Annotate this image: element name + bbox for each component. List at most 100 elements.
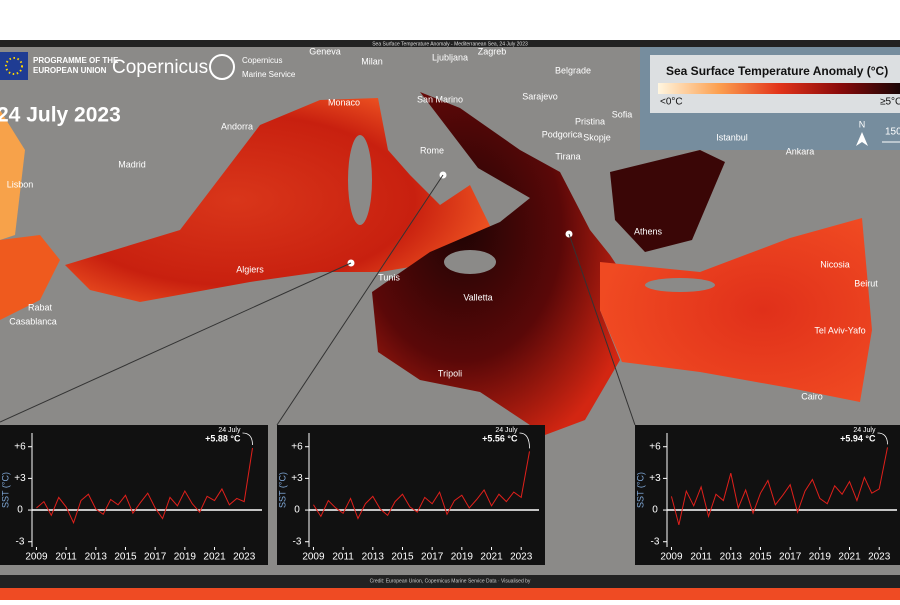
city-label: Tirana: [555, 151, 580, 161]
bottom-strip: [0, 588, 900, 600]
x-tick-label: 2013: [362, 552, 385, 563]
sea-east: [600, 218, 872, 402]
legend-title: Sea Surface Temperature Anomaly (°C): [666, 64, 888, 78]
legend-min: <0°C: [660, 97, 683, 108]
city-label: Sarajevo: [522, 91, 558, 101]
y-tick-label: +3: [291, 473, 303, 484]
top-title: Sea Surface Temperature Anomaly - Medite…: [372, 41, 528, 47]
sst-line: [36, 447, 253, 525]
credit: Credit: European Union, Copernicus Marin…: [370, 578, 531, 584]
annotation-date: 24 July: [218, 427, 241, 434]
y-tick-label: +3: [14, 473, 26, 484]
cms-text: Marine Service: [242, 70, 296, 79]
connector: [276, 174, 444, 426]
city-label: Ljubljana: [432, 52, 468, 62]
y-axis-label: SST (°C): [277, 472, 287, 508]
legend-max: ≥5°C: [880, 97, 900, 108]
y-tick-label: 0: [652, 505, 658, 516]
y-tick-label: -3: [16, 536, 25, 547]
north-label: N: [859, 119, 866, 129]
city-label: Tel Aviv-Yafo: [814, 325, 865, 335]
inset-panel: [635, 425, 900, 565]
x-tick-label: 2021: [480, 552, 503, 563]
cms-logo: [209, 54, 235, 80]
x-tick-label: 2021: [203, 552, 226, 563]
scale-label: 150: [885, 127, 900, 138]
x-tick-label: 2017: [779, 552, 802, 563]
x-tick-label: 2017: [421, 552, 444, 563]
annotation-arrow: [519, 432, 530, 449]
connector: [0, 262, 352, 423]
atlantic: [0, 110, 25, 240]
annotation-date: 24 July: [853, 427, 876, 434]
city-label: Beirut: [854, 278, 878, 288]
island: [444, 250, 496, 274]
eu-text: PROGRAMME OF THE: [33, 56, 119, 65]
sea-central: [372, 92, 630, 435]
annotation-arrow: [877, 432, 888, 445]
city-label: Lisbon: [7, 179, 34, 189]
eu-flag: [0, 52, 28, 80]
title-bar: [0, 40, 900, 47]
x-tick-label: 2011: [690, 552, 712, 563]
city-label: Belgrade: [555, 65, 591, 75]
x-tick-label: 2019: [809, 552, 832, 563]
aegean: [610, 150, 725, 252]
annotation-arrow: [242, 432, 253, 445]
sst-line: [313, 451, 530, 520]
eu-text: EUROPEAN UNION: [33, 66, 107, 75]
city-label: Milan: [361, 56, 383, 66]
y-tick-label: +3: [649, 473, 661, 484]
connector: [568, 233, 636, 426]
y-tick-label: -3: [651, 536, 660, 547]
x-tick-label: 2023: [510, 552, 533, 563]
annotation-date: 24 July: [495, 427, 518, 434]
sst-line: [670, 447, 888, 525]
y-tick-label: +6: [649, 441, 661, 452]
annotation-value: +5.88 °C: [205, 433, 241, 443]
city-label: Sofia: [612, 109, 633, 119]
x-tick-label: 2009: [25, 552, 48, 563]
credit-bar: [0, 575, 900, 588]
atlantic: [0, 235, 60, 320]
north-arrow: [856, 132, 868, 146]
x-tick-label: 2017: [144, 552, 167, 563]
x-tick-label: 2011: [332, 552, 354, 563]
city-label: Casablanca: [9, 316, 57, 326]
copernicus-logo: Copernicus: [112, 57, 208, 78]
eu-stars: [5, 57, 23, 75]
city-label: Monaco: [328, 97, 360, 107]
city-label: Ankara: [786, 146, 815, 156]
city-label: Rome: [420, 145, 444, 155]
city-label: Athens: [634, 226, 663, 236]
city-label: Andorra: [221, 121, 253, 131]
island: [645, 278, 715, 292]
x-tick-label: 2013: [720, 552, 743, 563]
city-label: Nicosia: [820, 259, 850, 269]
x-tick-label: 2011: [55, 552, 77, 563]
y-axis-label: SST (°C): [0, 472, 10, 508]
y-tick-label: -3: [293, 536, 302, 547]
city-label: Pristina: [575, 116, 605, 126]
x-tick-label: 2021: [838, 552, 861, 563]
city-label: Rabat: [28, 302, 53, 312]
x-tick-label: 2023: [233, 552, 256, 563]
date: 24 July 2023: [0, 104, 121, 127]
x-tick-label: 2009: [302, 552, 325, 563]
sea-west: [65, 98, 492, 302]
x-tick-label: 2015: [114, 552, 137, 563]
x-tick-label: 2015: [391, 552, 414, 563]
map-labels: Geneva Milan Ljubljana Zagreb Belgrade Monaco…: [7, 46, 879, 401]
top-band: [0, 0, 900, 40]
city-label: Madrid: [118, 159, 146, 169]
annotation-value: +5.94 °C: [840, 433, 876, 443]
city-label: Istanbul: [716, 132, 748, 142]
x-tick-label: 2023: [868, 552, 891, 563]
city-label: Zagreb: [478, 46, 507, 56]
x-tick-label: 2019: [451, 552, 474, 563]
annotation-value: +5.56 °C: [482, 433, 518, 443]
city-label: Skopje: [583, 132, 611, 142]
city-label: Tripoli: [438, 368, 462, 378]
